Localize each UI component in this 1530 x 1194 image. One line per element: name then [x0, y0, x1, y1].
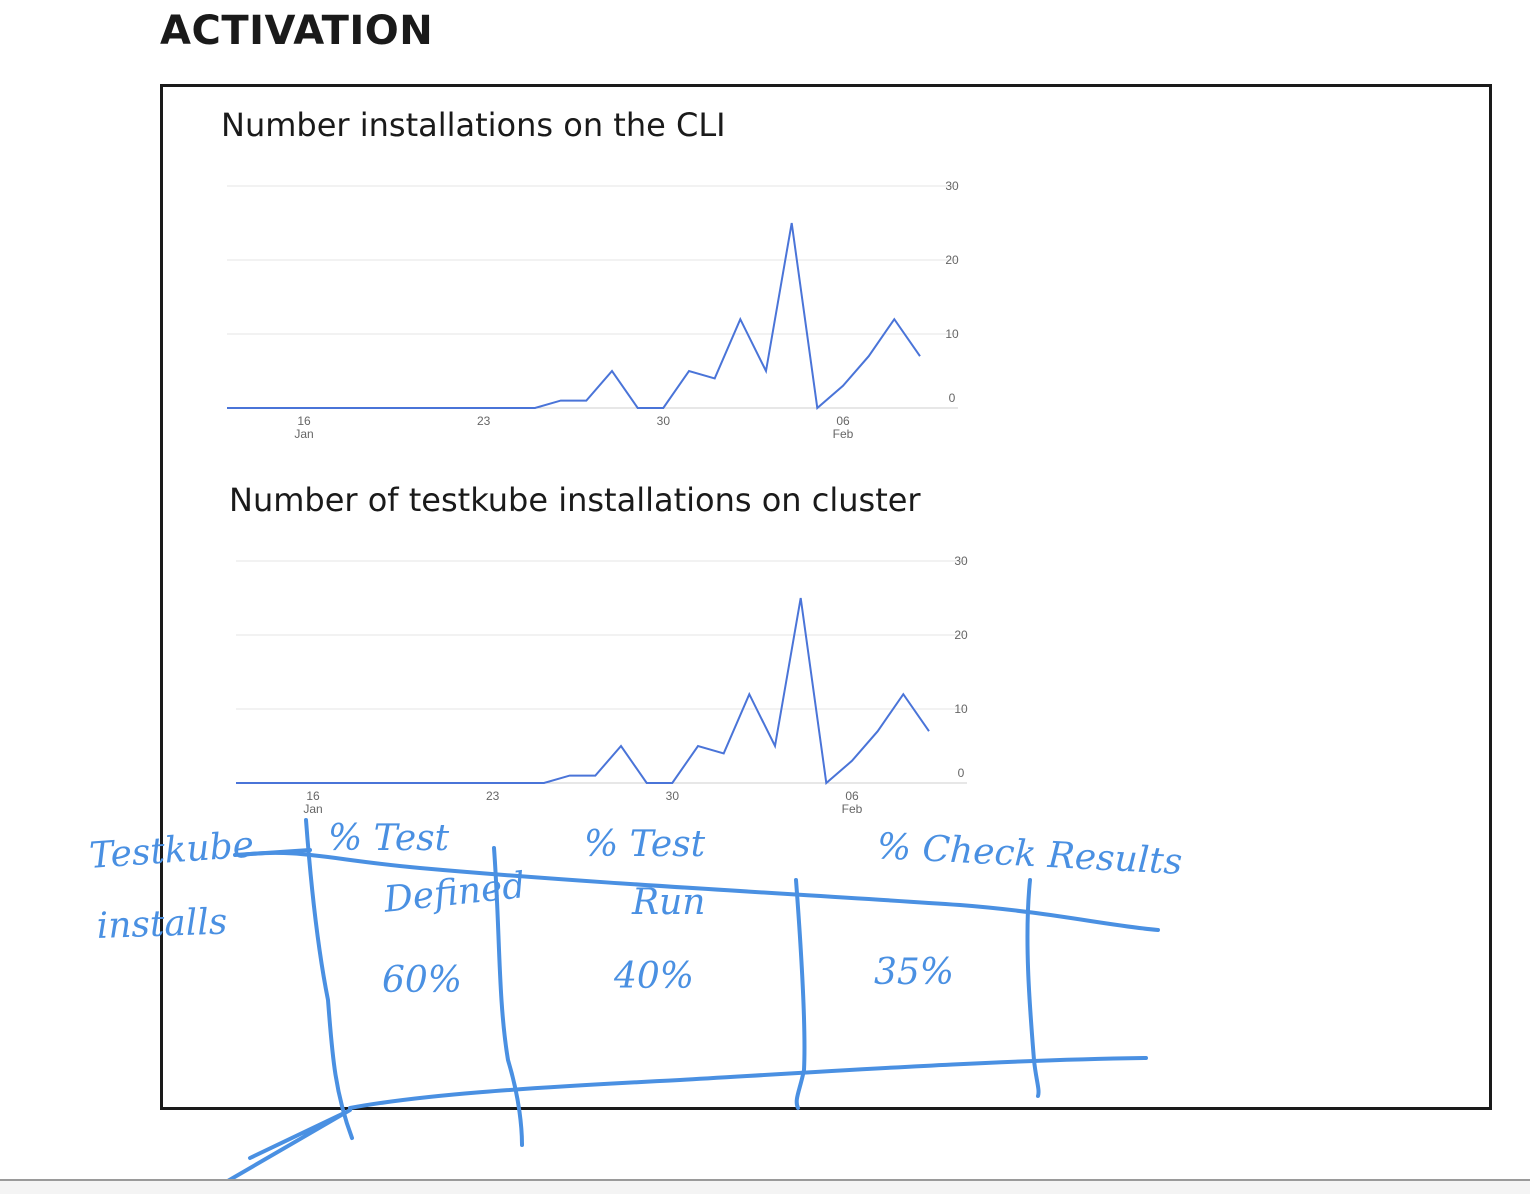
x-tick-label: 06 [836, 414, 850, 428]
chart-title: Number installations on the CLI [221, 106, 726, 144]
series-line [236, 597, 930, 785]
x-tick-label: 23 [486, 789, 500, 803]
handwritten-value: 40% [614, 956, 695, 997]
x-tick-label: 23 [477, 414, 491, 428]
handwritten-row-label: installs [96, 901, 228, 947]
x-tick-month-label: Feb [842, 802, 863, 816]
x-tick-label: 30 [657, 414, 671, 428]
handwritten-value: 35% [874, 952, 955, 993]
x-tick-month-label: Jan [294, 427, 313, 441]
series-line [227, 222, 921, 410]
chart-title: Number of testkube installations on clus… [229, 481, 921, 519]
y-tick-label: 20 [954, 628, 968, 642]
handwritten-column-header: % Test [584, 824, 706, 865]
x-tick-label: 16 [297, 414, 311, 428]
x-tick-label: 30 [666, 789, 680, 803]
y-tick-label: 30 [945, 179, 959, 193]
y-tick-label: 20 [945, 253, 959, 267]
handwritten-value: 60% [382, 960, 463, 1001]
handwritten-column-header: % Test [328, 818, 450, 859]
bottom-scroll-edge [0, 1179, 1530, 1194]
x-tick-label: 06 [845, 789, 859, 803]
y-tick-label: 0 [958, 766, 965, 780]
y-tick-label: 10 [954, 702, 968, 716]
x-tick-month-label: Feb [833, 427, 854, 441]
y-tick-label: 30 [954, 554, 968, 568]
handwritten-column-header: Run [632, 882, 706, 923]
x-tick-month-label: Jan [303, 802, 322, 816]
y-tick-label: 10 [945, 327, 959, 341]
page-title: ACTIVATION [160, 8, 434, 54]
y-tick-label: 0 [949, 391, 956, 405]
x-tick-label: 16 [306, 789, 320, 803]
